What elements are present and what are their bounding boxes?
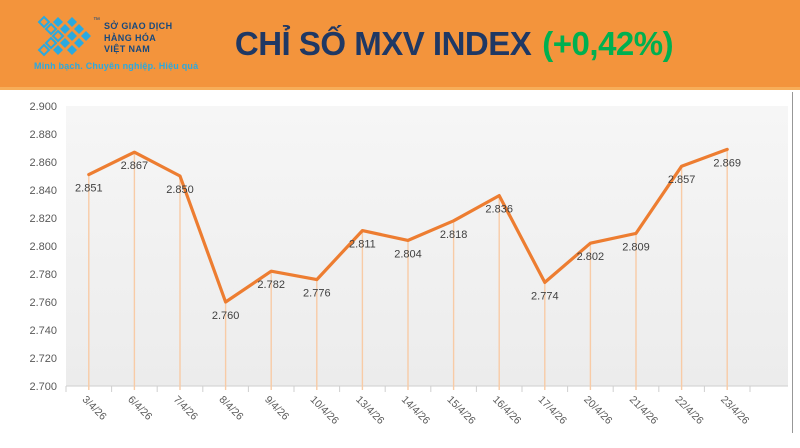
series-line <box>87 147 729 304</box>
data-point-label: 2.857 <box>668 174 696 186</box>
x-tick-label: 22/4/26 <box>672 394 705 427</box>
x-tick-label: 13/4/26 <box>353 394 386 427</box>
y-tick-label: 2.760 <box>29 297 57 309</box>
data-point-label: 2.809 <box>622 241 650 253</box>
data-point-label: 2.811 <box>349 239 376 251</box>
y-tick-label: 2.740 <box>29 325 57 337</box>
x-tick-label: 23/4/26 <box>718 394 751 427</box>
data-point-label: 2.804 <box>394 248 422 260</box>
data-point-label: 2.869 <box>713 157 741 169</box>
logo-trademark: ™ <box>93 17 100 24</box>
x-tick-label: 6/4/26 <box>125 394 154 423</box>
y-tick-label: 2.700 <box>29 381 57 393</box>
y-tick-label: 2.820 <box>29 213 57 225</box>
data-point-label: 2.802 <box>577 251 605 263</box>
y-tick-label: 2.860 <box>29 157 57 169</box>
logo-org-line: VIỆT NAM <box>104 44 151 54</box>
logo-org-line: SỞ GIAO DỊCH <box>104 21 173 31</box>
y-tick-label: 2.880 <box>29 129 57 141</box>
data-point-label: 2.774 <box>531 290 559 302</box>
data-point-label: 2.867 <box>121 160 149 172</box>
plot-area <box>66 106 788 386</box>
data-point-label: 2.836 <box>485 204 513 216</box>
x-tick-label: 20/4/26 <box>581 394 614 427</box>
x-tick-label: 3/4/26 <box>80 394 109 423</box>
x-tick-label: 17/4/26 <box>536 394 569 427</box>
data-point-label: 2.782 <box>257 279 285 291</box>
index-line-chart: 2.900 2.880 2.860 2.840 2.820 2.800 2.780 2.760… <box>29 101 788 427</box>
y-tick-label: 2.780 <box>29 269 57 281</box>
data-point-label: 2.776 <box>303 288 331 300</box>
y-tick-label: 2.720 <box>29 353 57 365</box>
x-tick-label: 16/4/26 <box>490 394 523 427</box>
chart-region: 2.900 2.880 2.860 2.840 2.820 2.800 2.780 2.760… <box>0 90 800 448</box>
data-point-label: 2.850 <box>166 184 194 196</box>
title-text: CHỈ SỐ MXV INDEX <box>234 24 532 62</box>
logo-tagline: Minh bạch. Chuyên nghiệp. Hiệu quả <box>34 61 199 71</box>
mxv-logo: ™ SỞ GIAO DỊCH HÀNG HÓA VIỆT NAM Minh bạ… <box>0 0 210 90</box>
x-tick-label: 10/4/26 <box>308 394 341 427</box>
header-band: ™ SỞ GIAO DỊCH HÀNG HÓA VIỆT NAM Minh bạ… <box>0 0 800 90</box>
mxv-logo-icon: ™ <box>37 15 100 57</box>
x-tick-label: 15/4/26 <box>444 394 477 427</box>
right-edge-divider <box>792 92 793 433</box>
data-point-label: 2.760 <box>212 310 240 322</box>
x-tick-label: 7/4/26 <box>171 394 200 423</box>
x-tick-label: 21/4/26 <box>627 394 660 427</box>
y-tick-label: 2.900 <box>29 101 57 113</box>
y-tick-label: 2.800 <box>29 241 57 253</box>
x-tick-label: 9/4/26 <box>262 394 291 423</box>
y-tick-label: 2.840 <box>29 185 57 197</box>
page-title: CHỈ SỐ MXV INDEX (+0,42%) <box>0 0 800 87</box>
x-tick-label: 14/4/26 <box>399 394 432 427</box>
logo-org-name: SỞ GIAO DỊCH HÀNG HÓA VIỆT NAM <box>104 21 172 56</box>
data-point-label: 2.818 <box>440 229 468 241</box>
title-change-badge: (+0,42%) <box>542 24 674 62</box>
data-point-label: 2.851 <box>75 183 103 195</box>
x-tick-label: 8/4/26 <box>216 394 245 423</box>
logo-org-line: HÀNG HÓA <box>104 32 157 43</box>
